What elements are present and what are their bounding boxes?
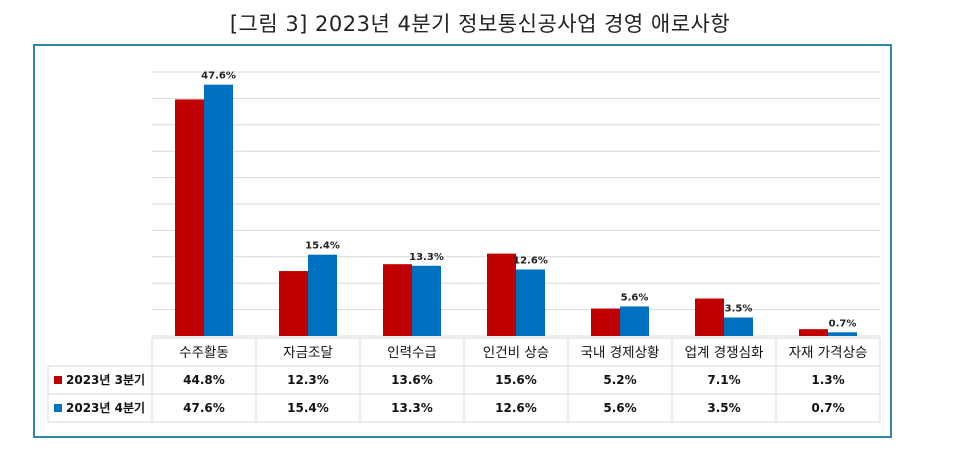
x-tick-label: 자재 가격상승	[789, 345, 868, 361]
legend-swatch	[54, 404, 62, 412]
data-label: 15.4%	[305, 241, 340, 252]
bar-q4	[308, 254, 337, 336]
table-cell: 13.3%	[391, 401, 433, 415]
table-cell: 5.2%	[603, 373, 636, 387]
table-cell: 1.3%	[811, 373, 844, 387]
table-cell: 15.4%	[287, 401, 329, 415]
bar-q4	[516, 269, 545, 336]
table-cell: 7.1%	[707, 373, 740, 387]
table-cell: 12.6%	[495, 401, 537, 415]
data-label: 47.6%	[201, 71, 236, 82]
x-tick-label: 인건비 상승	[483, 345, 549, 361]
table-cell: 15.6%	[495, 373, 537, 387]
bar-q3	[591, 308, 620, 336]
bar-q3	[279, 271, 308, 336]
data-label: 13.3%	[409, 252, 444, 263]
data-label: 3.5%	[725, 304, 753, 315]
legend-label: 2023년 3분기	[66, 372, 145, 387]
table-cell: 12.3%	[287, 373, 329, 387]
table-cell: 3.5%	[707, 401, 740, 415]
table-cell: 44.8%	[183, 373, 225, 387]
legend-label: 2023년 4분기	[66, 400, 145, 415]
x-tick-label: 업계 경쟁심화	[685, 345, 764, 361]
data-label: 12.6%	[513, 255, 548, 266]
bar-q3	[487, 253, 516, 336]
data-label: 5.6%	[621, 292, 649, 303]
legend-swatch	[54, 376, 62, 384]
bar-q3	[175, 99, 204, 337]
bar-q4	[204, 84, 233, 336]
bar-q3	[799, 329, 828, 336]
bar-q4	[724, 317, 753, 336]
x-tick-label: 자금조달	[283, 345, 333, 361]
table-cell: 47.6%	[183, 401, 225, 415]
bar-q4	[828, 332, 857, 336]
x-tick-label: 국내 경제상황	[581, 345, 660, 361]
bar-q3	[383, 264, 412, 336]
data-label: 0.7%	[829, 318, 857, 329]
page-title: [그림 3] 2023년 4분기 정보통신공사업 경영 애로사항	[229, 12, 731, 36]
table-cell: 5.6%	[603, 401, 636, 415]
table-cell: 0.7%	[811, 401, 844, 415]
table-cell: 13.6%	[391, 373, 433, 387]
x-tick-label: 인력수급	[387, 345, 437, 361]
bar-q4	[620, 306, 649, 336]
bar-q4	[412, 265, 441, 336]
bar-q3	[695, 298, 724, 336]
x-tick-label: 수주활동	[179, 345, 229, 361]
